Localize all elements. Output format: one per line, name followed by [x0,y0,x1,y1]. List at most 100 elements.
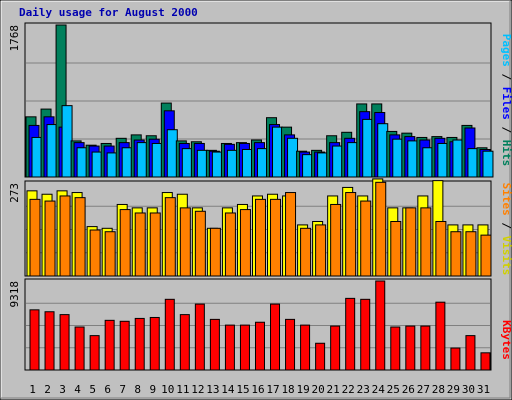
bar-pages-day-3 [61,105,73,178]
bar-kbytes-day-26 [405,325,416,371]
bar-pages-day-1 [31,136,43,178]
bar-kbytes-day-25 [390,326,401,371]
bar-sites-day-29 [450,231,462,277]
x-tick-label: 5 [89,383,96,396]
bar-sites-day-13 [209,227,221,277]
bar-kbytes-day-21 [330,325,341,371]
bar-kbytes-day-20 [315,342,326,371]
bar-sites-day-12 [194,210,206,277]
panel-kbytes: 9318 [8,278,492,371]
bar-sites-day-30 [465,231,477,277]
bar-kbytes-day-22 [345,297,356,371]
bar-sites-day-19 [300,227,312,277]
bar-pages-day-15 [241,148,253,178]
bar-kbytes-day-27 [420,325,431,371]
bar-sites-day-23 [360,200,372,277]
bar-kbytes-day-10 [164,298,175,371]
bar-pages-day-9 [151,142,163,178]
bar-kbytes-day-16 [254,321,265,371]
y-max-label: 1768 [8,25,21,52]
bar-pages-day-11 [181,148,193,178]
bar-pages-day-14 [226,149,238,178]
bar-pages-day-7 [121,147,133,178]
chart-title: Daily usage for August 2000 [19,6,198,19]
x-tick-label: 14 [221,383,235,396]
x-tick-label: 7 [119,383,126,396]
panel-hits-files-pages: 1768 [8,22,494,178]
bar-sites-day-16 [254,198,266,277]
x-tick-label: 23 [357,383,370,396]
bar-kbytes-day-24 [375,280,386,371]
y-max-label: 9318 [8,281,21,308]
bar-sites-day-22 [345,192,357,277]
bar-pages-day-28 [437,142,449,178]
x-tick-labels: 1 2 3 4 5 6 7 8 9 10 11 12 13 14 15 16 17 18 19 20 21 22 23 24 2… [29,383,490,396]
x-tick-label: 16 [251,383,264,396]
bar-sites-day-17 [270,198,282,277]
x-tick-label: 20 [312,383,325,396]
bar-pages-day-18 [287,137,299,178]
x-tick-label: 9 [149,383,156,396]
bar-kbytes-day-14 [224,324,235,371]
bar-sites-day-7 [119,209,131,277]
bar-sites-day-28 [435,220,447,277]
bar-sites-day-6 [104,231,116,277]
panel-visits-sites: 273 [8,178,492,277]
bar-pages-day-31 [482,150,494,178]
x-tick-label: 10 [161,383,174,396]
bar-pages-day-21 [332,145,344,178]
bar-pages-day-27 [422,147,434,178]
x-tick-label: 22 [342,383,355,396]
bar-pages-day-24 [377,123,389,178]
bar-sites-day-9 [149,212,161,277]
x-tick-label: 15 [236,383,249,396]
x-tick-label: 29 [447,383,460,396]
bar-pages-day-22 [347,142,359,178]
bar-kbytes-day-2 [44,311,55,371]
bar-sites-day-24 [375,181,387,277]
bar-pages-day-6 [106,152,118,178]
bar-pages-day-29 [452,139,464,178]
legend-sites-visits: Sites / Visits [500,183,512,276]
bar-kbytes-day-17 [270,303,281,371]
bar-kbytes-day-3 [59,314,70,371]
bar-sites-day-10 [164,197,176,277]
bar-kbytes-day-15 [239,324,250,371]
x-tick-label: 8 [134,383,141,396]
bar-kbytes-day-6 [104,319,115,371]
bar-kbytes-day-5 [89,335,100,371]
bar-pages-day-17 [272,126,284,178]
bar-pages-day-30 [467,148,479,178]
bar-sites-day-27 [420,207,432,277]
bar-sites-day-15 [239,209,251,277]
x-tick-label: 17 [266,383,279,396]
bar-kbytes-day-18 [285,318,296,371]
bar-sites-day-14 [224,212,236,277]
legend-kbytes: KBytes [500,320,512,360]
bar-sites-day-20 [315,224,327,277]
bar-kbytes-day-13 [209,318,220,371]
chart-panels: 1768 273 9318 [8,22,494,371]
bar-kbytes-day-7 [119,320,130,371]
x-tick-label: 1 [29,383,36,396]
bar-sites-day-4 [74,197,86,277]
x-tick-label: 31 [477,383,490,396]
x-tick-label: 30 [462,383,475,396]
x-tick-label: 25 [387,383,400,396]
x-tick-label: 11 [176,383,189,396]
x-tick-label: 24 [372,383,386,396]
y-max-label: 273 [8,183,21,203]
x-tick-label: 3 [59,383,66,396]
bar-kbytes-day-23 [360,298,371,371]
bar-pages-day-26 [407,140,419,178]
bar-pages-day-25 [392,138,404,178]
bar-sites-day-25 [390,220,402,277]
legend-pages-files-hits: Pages / Files / Hits [500,34,512,167]
bar-kbytes-day-28 [435,301,446,371]
bar-sites-day-1 [29,198,41,277]
x-tick-label: 2 [44,383,51,396]
legend-labels: Pages / Files / Hits Sites / Visits KBytes [500,34,512,360]
bar-kbytes-day-8 [134,317,145,371]
x-tick-label: 13 [206,383,219,396]
